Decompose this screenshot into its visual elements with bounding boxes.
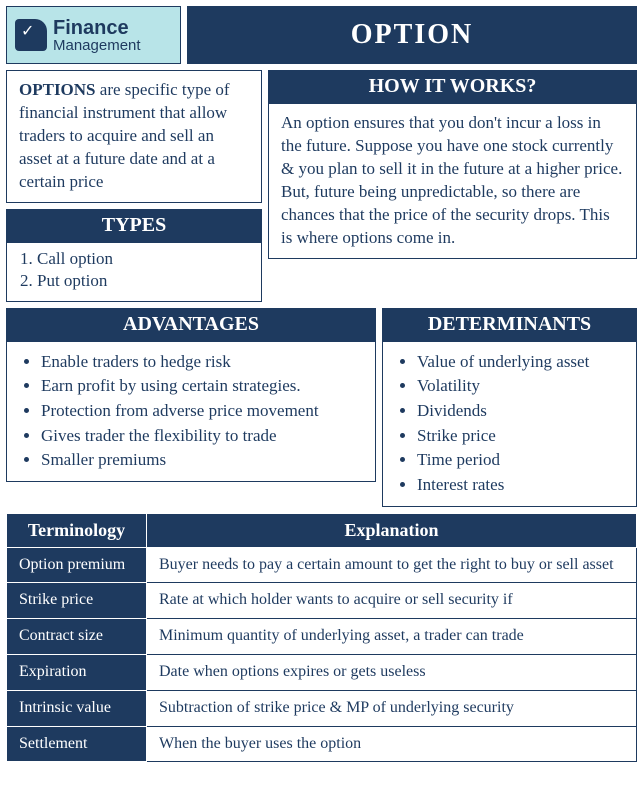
term-name: Option premium (7, 547, 147, 583)
list-item: Put option (37, 271, 247, 291)
table-row: SettlementWhen the buyer uses the option (7, 726, 637, 762)
determinants-column: DETERMINANTS Value of underlying assetVo… (382, 308, 637, 507)
right-column: HOW IT WORKS? An option ensures that you… (268, 70, 637, 302)
table-row: Option premiumBuyer needs to pay a certa… (7, 547, 637, 583)
definition-bold: OPTIONS (19, 80, 96, 99)
terminology-body: Option premiumBuyer needs to pay a certa… (7, 547, 637, 762)
term-explanation: When the buyer uses the option (147, 726, 637, 762)
advantages-header: ADVANTAGES (6, 308, 376, 341)
graduation-cap-icon (15, 19, 47, 51)
logo-text: Finance Management (53, 18, 141, 53)
table-header-row: Terminology Explanation (7, 513, 637, 547)
advantages-list: Enable traders to hedge riskEarn profit … (7, 342, 375, 481)
determinants-list: Value of underlying assetVolatilityDivid… (383, 342, 636, 506)
list-item: Smaller premiums (41, 448, 361, 473)
logo: Finance Management (6, 6, 181, 64)
banner-row: Finance Management OPTION (6, 6, 637, 64)
term-explanation: Subtraction of strike price & MP of unde… (147, 690, 637, 726)
types-box: TYPES Call optionPut option (6, 209, 262, 302)
top-row: OPTIONS are specific type of financial i… (6, 70, 637, 302)
types-list: Call optionPut option (7, 243, 261, 301)
term-name: Settlement (7, 726, 147, 762)
term-explanation: Buyer needs to pay a certain amount to g… (147, 547, 637, 583)
how-it-works-body: An option ensures that you don't incur a… (269, 104, 636, 258)
infographic-container: Finance Management OPTION OPTIONS are sp… (0, 0, 643, 768)
list-item: Dividends (417, 399, 622, 424)
list-item: Gives trader the flexibility to trade (41, 424, 361, 449)
determinants-box: Value of underlying assetVolatilityDivid… (382, 341, 637, 507)
advantages-column: ADVANTAGES Enable traders to hedge riskE… (6, 308, 376, 507)
page-title: OPTION (187, 6, 637, 64)
list-item: Enable traders to hedge risk (41, 350, 361, 375)
col-explanation: Explanation (147, 513, 637, 547)
term-explanation: Rate at which holder wants to acquire or… (147, 583, 637, 619)
advantages-box: Enable traders to hedge riskEarn profit … (6, 341, 376, 482)
logo-line2: Management (53, 38, 141, 53)
list-item: Volatility (417, 374, 622, 399)
list-item: Protection from adverse price movement (41, 399, 361, 424)
term-name: Strike price (7, 583, 147, 619)
term-explanation: Minimum quantity of underlying asset, a … (147, 619, 637, 655)
left-column: OPTIONS are specific type of financial i… (6, 70, 262, 302)
definition-box: OPTIONS are specific type of financial i… (6, 70, 262, 203)
table-row: Strike priceRate at which holder wants t… (7, 583, 637, 619)
list-item: Interest rates (417, 473, 622, 498)
list-item: Time period (417, 448, 622, 473)
how-it-works-box: An option ensures that you don't incur a… (268, 103, 637, 259)
term-name: Expiration (7, 654, 147, 690)
determinants-header: DETERMINANTS (382, 308, 637, 341)
logo-line1: Finance (53, 18, 141, 38)
list-item: Strike price (417, 424, 622, 449)
table-row: ExpirationDate when options expires or g… (7, 654, 637, 690)
terminology-table: Terminology Explanation Option premiumBu… (6, 513, 637, 763)
term-name: Intrinsic value (7, 690, 147, 726)
list-item: Call option (37, 249, 247, 269)
term-name: Contract size (7, 619, 147, 655)
table-row: Contract sizeMinimum quantity of underly… (7, 619, 637, 655)
list-item: Earn profit by using certain strategies. (41, 374, 361, 399)
term-explanation: Date when options expires or gets useles… (147, 654, 637, 690)
col-terminology: Terminology (7, 513, 147, 547)
types-header: TYPES (6, 209, 262, 242)
list-item: Value of underlying asset (417, 350, 622, 375)
table-row: Intrinsic valueSubtraction of strike pri… (7, 690, 637, 726)
mid-row: ADVANTAGES Enable traders to hedge riskE… (6, 308, 637, 507)
types-body: Call optionPut option (6, 242, 262, 302)
how-it-works-header: HOW IT WORKS? (268, 70, 637, 103)
